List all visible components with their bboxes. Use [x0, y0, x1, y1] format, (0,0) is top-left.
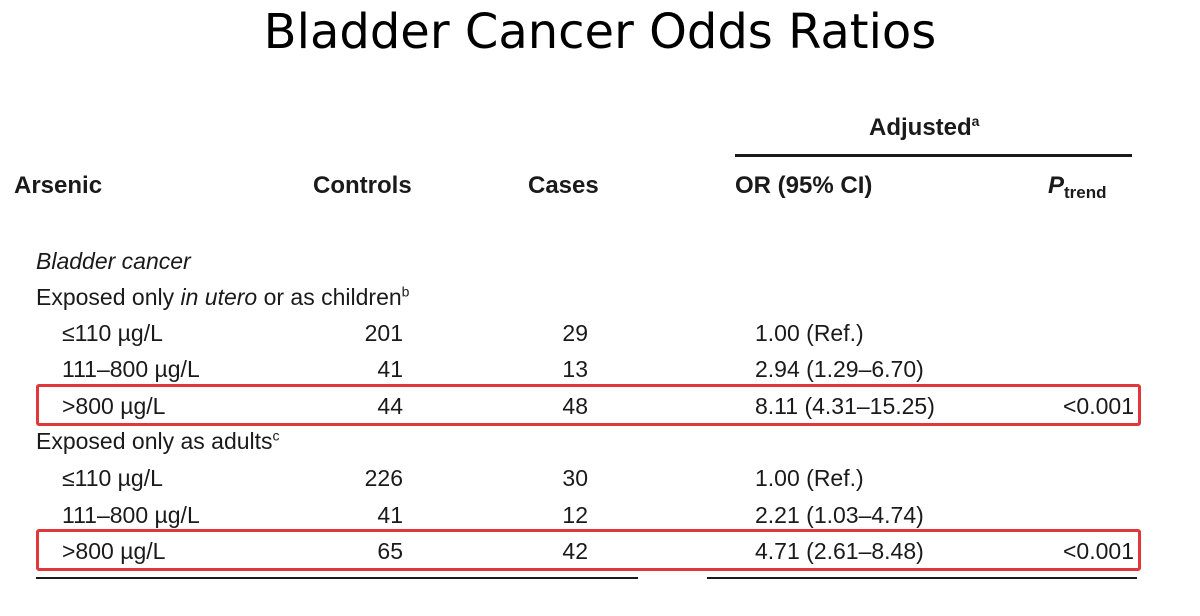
cell-arsenic: ≤110 µg/L: [62, 320, 163, 346]
cell-or: 8.11 (4.31–15.25): [755, 393, 935, 419]
cell-or: 4.71 (2.61–8.48): [755, 538, 924, 564]
group-label-adults: Exposed only as adultsc: [36, 427, 280, 454]
cell-controls: 41: [377, 502, 403, 528]
cell-controls: 201: [364, 320, 403, 346]
cell-or: 2.94 (1.29–6.70): [755, 356, 924, 382]
cell-cases: 29: [562, 320, 588, 346]
cell-controls: 44: [377, 393, 403, 419]
cell-or: 2.21 (1.03–4.74): [755, 502, 924, 528]
adjusted-group-header: Adjusteda: [869, 114, 979, 142]
bottom-rule-left: [36, 577, 638, 579]
cell-cases: 48: [562, 393, 588, 419]
cell-arsenic: >800 µg/L: [62, 538, 166, 564]
cell-cases: 42: [562, 538, 588, 564]
slide-title: Bladder Cancer Odds Ratios: [263, 4, 937, 60]
adjusted-rule: [735, 154, 1132, 157]
adjusted-footnote-marker: a: [971, 113, 980, 129]
ptrend-p: P: [1048, 172, 1065, 199]
cell-ptrend: <0.001: [1063, 393, 1134, 419]
header-controls: Controls: [313, 172, 412, 199]
highlight-box: [36, 529, 1141, 571]
header-ptrend: Ptrend: [1048, 172, 1107, 203]
group-label-children: Exposed only in utero or as childrenb: [36, 283, 410, 310]
cell-or: 1.00 (Ref.): [755, 320, 864, 346]
cell-ptrend: <0.001: [1063, 538, 1134, 564]
cell-cases: 13: [562, 356, 588, 382]
header-arsenic: Arsenic: [14, 172, 103, 199]
cell-cases: 12: [562, 502, 588, 528]
section-label: Bladder cancer: [36, 248, 191, 274]
cell-arsenic: ≤110 µg/L: [62, 465, 163, 491]
adjusted-label: Adjusted: [869, 114, 972, 141]
bottom-rule-right: [707, 577, 1137, 579]
header-cases: Cases: [528, 172, 599, 199]
cell-arsenic: 111–800 µg/L: [62, 502, 200, 528]
cell-controls: 65: [377, 538, 403, 564]
cell-controls: 41: [377, 356, 403, 382]
cell-arsenic: >800 µg/L: [62, 393, 166, 419]
cell-cases: 30: [562, 465, 588, 491]
cell-controls: 226: [364, 465, 403, 491]
ptrend-sub: trend: [1064, 183, 1107, 202]
cell-or: 1.00 (Ref.): [755, 465, 864, 491]
header-or: OR (95% CI): [735, 172, 873, 199]
cell-arsenic: 111–800 µg/L: [62, 356, 200, 382]
highlight-box: [36, 384, 1141, 426]
